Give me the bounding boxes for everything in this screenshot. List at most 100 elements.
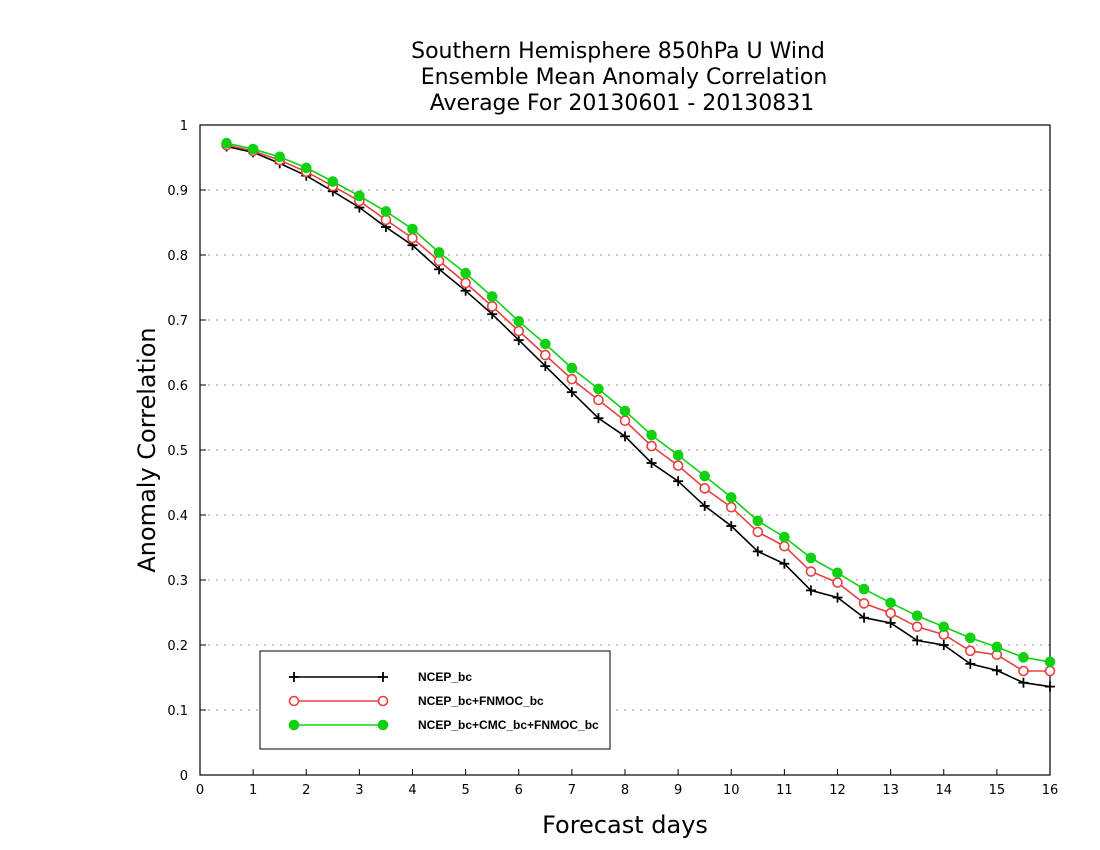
- y-tick-label: 0.2: [167, 639, 188, 654]
- data-point: [779, 531, 790, 543]
- x-tick-label: 12: [829, 783, 846, 798]
- data-point: [965, 658, 976, 669]
- x-tick-label: 14: [935, 783, 952, 798]
- data-point: [1044, 656, 1056, 668]
- x-tick-label: 3: [355, 783, 363, 798]
- data-point: [513, 316, 525, 327]
- data-point: [832, 592, 843, 603]
- legend-label: NCEP_bc+CMC_bc+FNMOC_bc: [418, 718, 599, 732]
- y-axis-label: Anomaly Correlation: [133, 327, 161, 572]
- y-tick-label: 1: [180, 119, 188, 134]
- y-tick-label: 0.7: [167, 314, 188, 329]
- legend-marker: [378, 672, 388, 682]
- x-tick-label: 2: [302, 783, 310, 798]
- data-point: [513, 325, 525, 337]
- series-1: [221, 141, 1055, 692]
- data-point: [300, 162, 312, 174]
- data-point: [619, 415, 631, 427]
- data-point: [779, 540, 790, 552]
- x-tick-label: 15: [989, 783, 1006, 798]
- x-tick-label: 4: [408, 783, 416, 798]
- legend-marker: [377, 719, 389, 731]
- y-tick-label: 0: [180, 769, 188, 784]
- data-point: [433, 255, 445, 267]
- data-point: [433, 247, 445, 258]
- data-point: [912, 635, 923, 646]
- data-point: [672, 460, 684, 471]
- data-point: [619, 405, 631, 417]
- data-point: [593, 413, 604, 424]
- data-point: [965, 632, 976, 644]
- y-tick-label: 0.9: [167, 184, 188, 199]
- data-point: [486, 291, 498, 302]
- y-tick-label: 0.3: [167, 574, 188, 589]
- data-point: [380, 206, 392, 217]
- data-point: [858, 583, 870, 595]
- legend-marker: [377, 695, 389, 707]
- y-tick-label: 0.5: [167, 444, 188, 459]
- y-tick-label: 0.8: [167, 249, 188, 264]
- data-point: [805, 585, 816, 596]
- data-point: [1018, 652, 1029, 663]
- data-point: [699, 483, 710, 494]
- data-point: [858, 598, 870, 609]
- data-point: [566, 362, 578, 374]
- data-point: [221, 137, 232, 149]
- chart-title-line-1: Southern Hemisphere 850hPa U Wind: [411, 39, 825, 64]
- series-line-2: [226, 144, 1050, 672]
- x-tick-label: 13: [882, 783, 899, 798]
- data-point: [911, 610, 923, 622]
- series-line-1: [226, 145, 1051, 688]
- chart-title-line-2: Ensemble Mean Anomaly Correlation: [421, 65, 828, 90]
- data-point: [779, 558, 790, 569]
- legend-marker: [288, 719, 300, 731]
- data-point: [752, 515, 764, 527]
- data-point: [646, 429, 657, 441]
- data-point: [805, 552, 817, 564]
- data-point: [991, 665, 1002, 676]
- data-point: [672, 449, 684, 461]
- legend-item: NCEP_bc+FNMOC_bc: [288, 694, 544, 708]
- gridlines: [200, 189, 1050, 711]
- data-point: [699, 500, 710, 511]
- data-point: [513, 335, 524, 346]
- data-point: [566, 387, 577, 398]
- data-point: [911, 621, 923, 633]
- x-tick-label: 10: [723, 783, 740, 798]
- x-tick-label: 9: [674, 783, 682, 798]
- data-point: [938, 640, 949, 650]
- data-point: [725, 501, 737, 513]
- data-point: [460, 277, 471, 289]
- data-point: [540, 338, 551, 350]
- data-point: [885, 607, 896, 619]
- x-tick-label: 1: [249, 783, 257, 798]
- data-point: [1018, 677, 1029, 688]
- chart-title-line-3: Average For 20130601 - 20130831: [430, 91, 815, 116]
- data-point: [380, 214, 392, 226]
- data-point: [486, 301, 498, 312]
- data-point: [991, 641, 1003, 653]
- data-point: [646, 440, 657, 452]
- x-tick-label: 5: [461, 783, 469, 798]
- series-line-3: [226, 142, 1051, 663]
- y-tick-label: 0.6: [167, 379, 188, 394]
- legend-box: [259, 650, 611, 750]
- legend-label: NCEP_bc: [418, 670, 472, 684]
- data-point: [832, 567, 843, 579]
- series-2: [221, 139, 1056, 677]
- x-tick-label: 0: [196, 783, 204, 798]
- data-point: [885, 597, 896, 609]
- data-point: [407, 223, 418, 235]
- data-point: [1045, 681, 1055, 692]
- data-point: [327, 176, 339, 187]
- y-tick-label: 0.1: [167, 704, 188, 719]
- data-point: [673, 476, 684, 487]
- legend-marker: [289, 672, 299, 682]
- data-point: [274, 151, 285, 163]
- data-point: [593, 383, 604, 395]
- data-point: [407, 232, 418, 244]
- data-point: [1018, 665, 1029, 677]
- data-point: [726, 521, 737, 532]
- x-axis: 0 1 2 3 4 5 6 7 8 9 10 11 12 13 14 15 16: [196, 769, 1058, 798]
